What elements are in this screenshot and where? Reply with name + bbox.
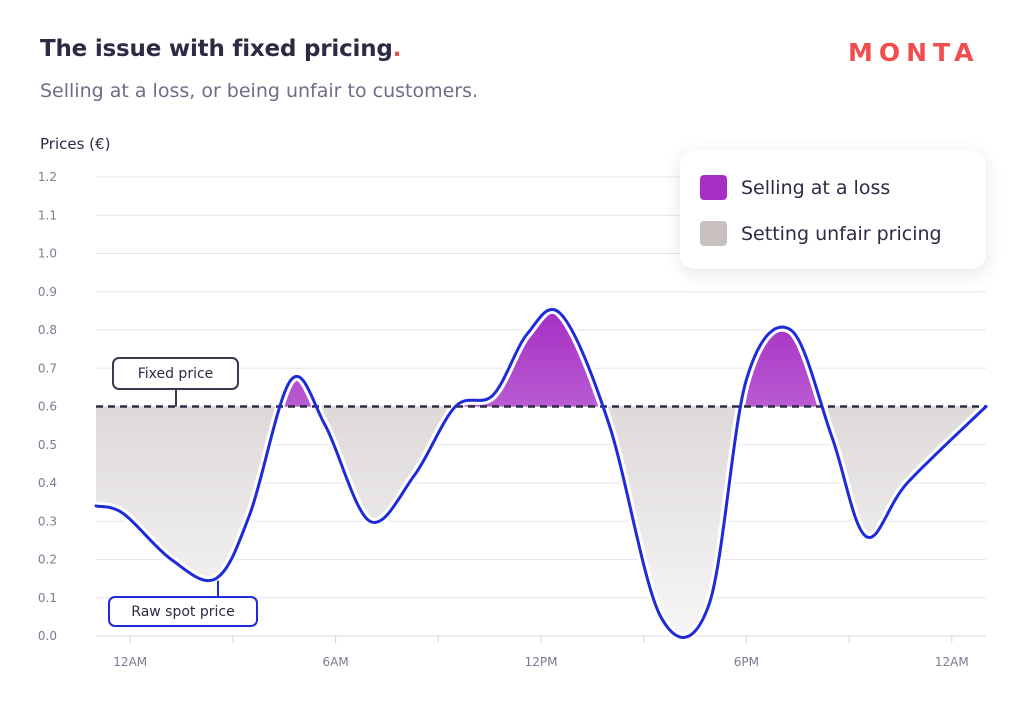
selling-at-loss-area (279, 309, 986, 407)
x-tick-label: 12AM (113, 655, 147, 669)
loss-swatch (700, 175, 727, 200)
x-tick-label: 12AM (935, 655, 969, 669)
raw-spot-price-callout: Raw spot price (108, 596, 258, 627)
spot-price-line (94, 307, 988, 639)
y-tick-label: 0.8 (38, 323, 57, 337)
y-tick-label: 1.2 (38, 170, 57, 184)
y-tick-label: 0.6 (38, 400, 57, 414)
y-tick-label: 0.7 (38, 361, 57, 375)
x-tick-label: 6AM (323, 655, 349, 669)
legend-item-unfair: Setting unfair pricing (700, 221, 942, 246)
legend-item-loss: Selling at a loss (700, 175, 890, 200)
unfair-pricing-area (96, 406, 986, 636)
y-tick-label: 1.0 (38, 247, 57, 261)
chart-title-text: The issue with fixed pricing (40, 36, 393, 62)
fixed-price-callout: Fixed price (112, 357, 239, 390)
unfair-swatch (700, 221, 727, 246)
y-tick-label: 0.1 (38, 591, 57, 605)
y-tick-label: 0.5 (38, 438, 57, 452)
series-lines (91, 305, 991, 642)
y-tick-labels: 0.0 0.1 0.2 0.3 0.4 0.5 0.6 0.7 0.8 0.9 1.0 1.1 1.2 (38, 170, 57, 643)
x-tick-label: 12PM (525, 655, 558, 669)
chart-title-dot: . (392, 36, 402, 62)
legend-label-loss: Selling at a loss (741, 176, 891, 199)
y-tick-label: 1.1 (38, 208, 57, 222)
chart-subtitle: Selling at a loss, or being unfair to cu… (40, 80, 479, 102)
y-tick-label: 0.3 (38, 514, 57, 528)
y-tick-label: 0.0 (38, 629, 57, 643)
y-axis-label: Prices (€) (40, 135, 111, 153)
y-tick-label: 0.2 (38, 553, 57, 567)
legend-label-unfair: Setting unfair pricing (741, 222, 942, 245)
y-tick-label: 0.9 (38, 285, 57, 299)
area-fills (96, 309, 986, 636)
callout-connectors (175, 390, 219, 596)
x-tick-label: 6PM (734, 655, 759, 669)
x-tick-labels: 12AM 6AM 12PM 6PM 12AM (113, 655, 968, 669)
y-tick-label: 0.4 (38, 476, 57, 490)
chart-title: The issue with fixed pricing. (40, 36, 401, 62)
legend: Selling at a loss Setting unfair pricing (680, 151, 986, 269)
monta-logo: MONTA (848, 38, 980, 67)
